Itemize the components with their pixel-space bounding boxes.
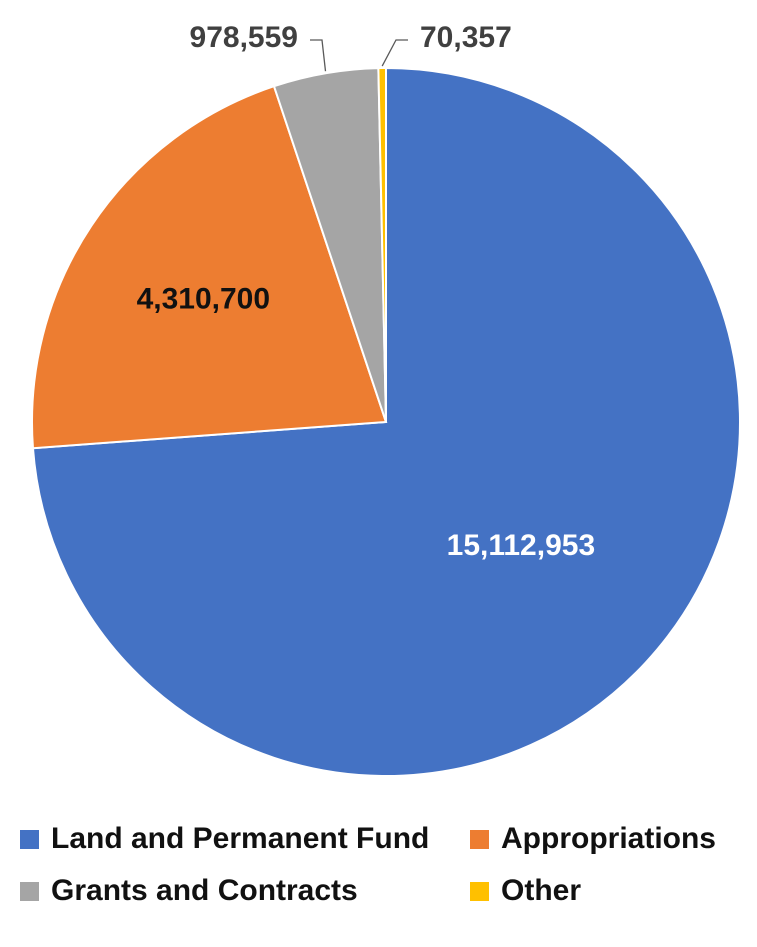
leader-line-grants — [310, 39, 327, 72]
data-labels: 15,112,953 4,310,700 978,559 70,357 — [137, 21, 596, 562]
data-label-other: 70,357 — [420, 21, 512, 54]
legend-label: Grants and Contracts — [51, 874, 358, 907]
legend-label: Land and Permanent Fund — [51, 822, 430, 855]
legend-swatch — [470, 881, 489, 901]
pie-slices — [31, 66, 741, 777]
legend-item-land-and-permanent-fund[interactable]: Land and Permanent Fund — [20, 822, 429, 856]
legend-label: Appropriations — [501, 822, 716, 855]
legend-row: Land and Permanent Fund Appropriations — [20, 822, 750, 874]
slice-other[interactable] — [377, 66, 387, 423]
data-label-appropriations: 4,310,700 — [137, 282, 270, 315]
data-label-land-and-permanent-fund: 15,112,953 — [447, 529, 596, 562]
legend-swatch — [470, 829, 489, 849]
leader-lines — [310, 39, 408, 72]
legend-item-grants-and-contracts[interactable]: Grants and Contracts — [20, 874, 358, 908]
legend: Land and Permanent Fund Appropriations G… — [20, 822, 750, 926]
leader-line-other — [381, 39, 408, 67]
legend-row: Grants and Contracts Other — [20, 874, 750, 926]
legend-swatch — [20, 881, 39, 901]
slice-appropriations[interactable] — [31, 84, 388, 450]
legend-swatch — [20, 829, 39, 849]
legend-item-other[interactable]: Other — [470, 874, 581, 908]
legend-label: Other — [501, 874, 582, 907]
legend-item-appropriations[interactable]: Appropriations — [470, 822, 716, 856]
data-label-grants-and-contracts: 978,559 — [190, 21, 298, 54]
